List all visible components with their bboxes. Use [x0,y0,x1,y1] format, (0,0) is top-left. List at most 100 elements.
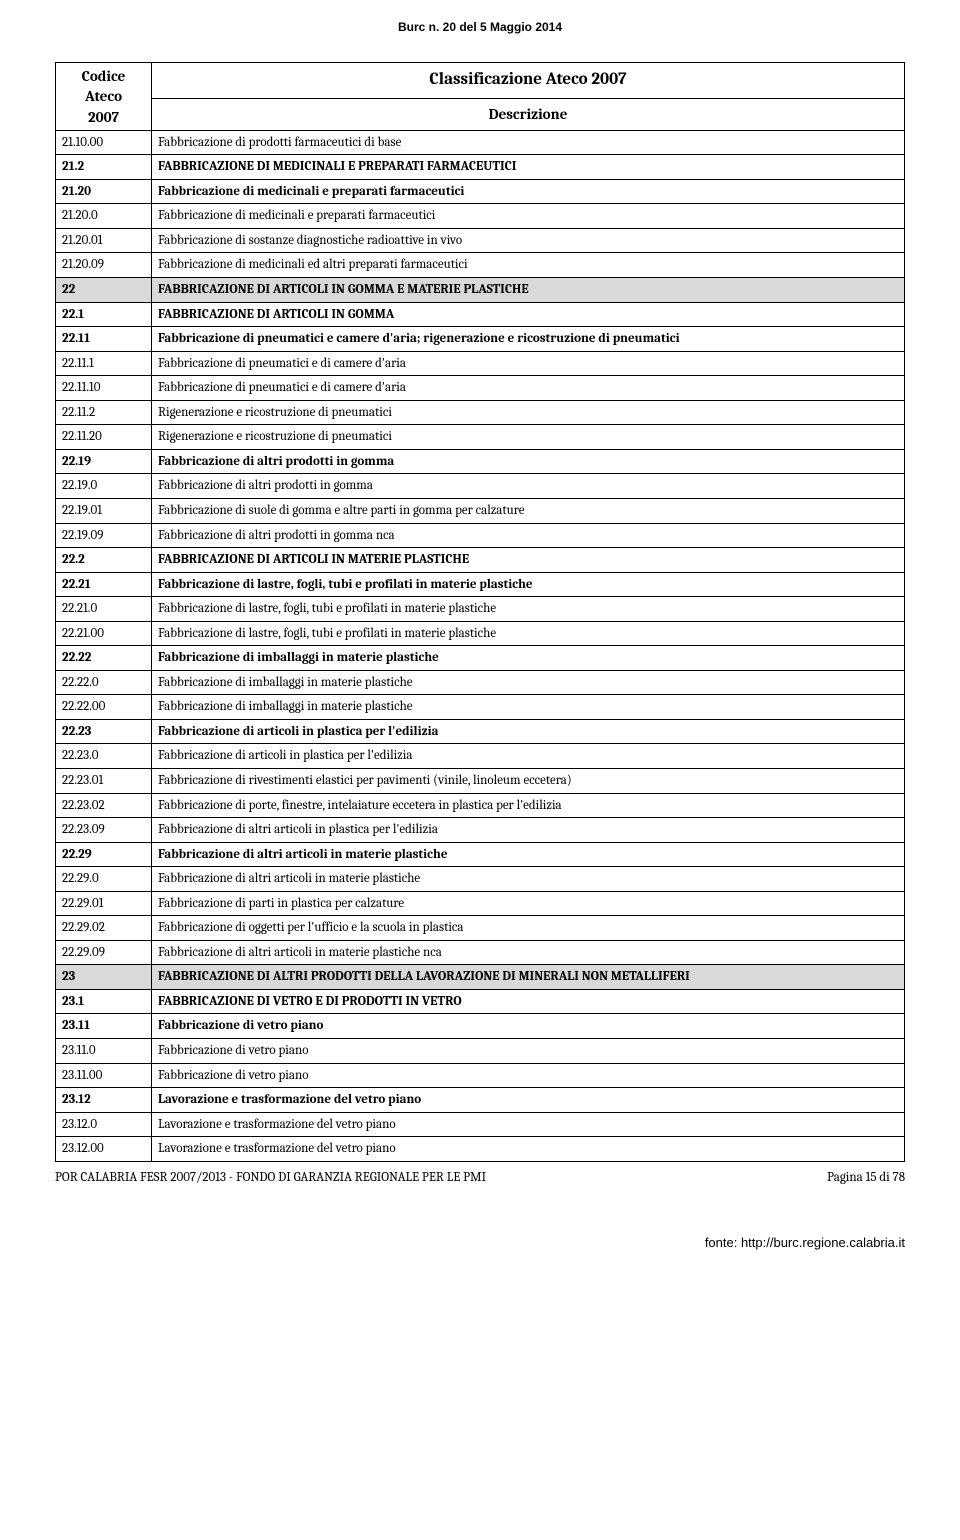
desc-cell: Fabbricazione di parti in plastica per c… [152,891,905,916]
table-row: 22.11Fabbricazione di pneumatici e camer… [56,327,905,352]
code-cell: 23.11.00 [56,1063,152,1088]
table-row: 23.1FABBRICAZIONE DI VETRO E DI PRODOTTI… [56,989,905,1014]
code-cell: 23.11 [56,1014,152,1039]
desc-cell: Fabbricazione di pneumatici e di camere … [152,351,905,376]
desc-cell: FABBRICAZIONE DI MEDICINALI E PREPARATI … [152,155,905,180]
desc-cell: Lavorazione e trasformazione del vetro p… [152,1088,905,1113]
desc-cell: Fabbricazione di sostanze diagnostiche r… [152,228,905,253]
title-row: Codice Ateco 2007 Classificazione Ateco … [56,63,905,99]
code-cell: 22.11.1 [56,351,152,376]
table-row: 22.29.02Fabbricazione di oggetti per l'u… [56,916,905,941]
desc-cell: Fabbricazione di prodotti farmaceutici d… [152,130,905,155]
code-cell: 22.22 [56,646,152,671]
table-row: 22.22Fabbricazione di imballaggi in mate… [56,646,905,671]
table-row: 22.1FABBRICAZIONE DI ARTICOLI IN GOMMA [56,302,905,327]
desc-cell: Fabbricazione di imballaggi in materie p… [152,695,905,720]
table-row: 22.23.01Fabbricazione di rivestimenti el… [56,768,905,793]
table-row: 22.29Fabbricazione di altri articoli in … [56,842,905,867]
code-cell: 22.19 [56,449,152,474]
table-row: 22.22.0Fabbricazione di imballaggi in ma… [56,670,905,695]
source-line: fonte: http://burc.regione.calabria.it [55,1235,905,1250]
code-cell: 21.20.0 [56,204,152,229]
table-row: 23.12.00Lavorazione e trasformazione del… [56,1137,905,1162]
table-row: 22.19.0Fabbricazione di altri prodotti i… [56,474,905,499]
desc-cell: Fabbricazione di suole di gomma e altre … [152,498,905,523]
code-cell: 22.21.0 [56,597,152,622]
code-cell: 21.2 [56,155,152,180]
desc-cell: Fabbricazione di pneumatici e camere d'a… [152,327,905,352]
code-cell: 22.29 [56,842,152,867]
code-cell: 22.23.09 [56,818,152,843]
table-row: 23FABBRICAZIONE DI ALTRI PRODOTTI DELLA … [56,965,905,990]
table-row: 22.23.02Fabbricazione di porte, finestre… [56,793,905,818]
code-cell: 22.29.09 [56,940,152,965]
table-row: 22.23.09Fabbricazione di altri articoli … [56,818,905,843]
desc-cell: Fabbricazione di medicinali ed altri pre… [152,253,905,278]
desc-cell: Fabbricazione di lastre, fogli, tubi e p… [152,597,905,622]
code-cell: 21.20.01 [56,228,152,253]
code-cell: 22.11.2 [56,400,152,425]
code-header-l2: Ateco [85,87,122,105]
table-row: 22.19.01Fabbricazione di suole di gomma … [56,498,905,523]
code-cell: 22.22.0 [56,670,152,695]
table-row: 22.2FABBRICAZIONE DI ARTICOLI IN MATERIE… [56,548,905,573]
desc-cell: Fabbricazione di altri prodotti in gomma… [152,523,905,548]
footer-left: POR CALABRIA FESR 2007/2013 - FONDO DI G… [55,1170,486,1185]
table-row: 23.12Lavorazione e trasformazione del ve… [56,1088,905,1113]
desc-cell: Fabbricazione di articoli in plastica pe… [152,744,905,769]
table-row: 22.11.20Rigenerazione e ricostruzione di… [56,425,905,450]
code-cell: 23.12 [56,1088,152,1113]
code-cell: 22.22.00 [56,695,152,720]
table-row: 22.22.00Fabbricazione di imballaggi in m… [56,695,905,720]
desc-cell: FABBRICAZIONE DI VETRO E DI PRODOTTI IN … [152,989,905,1014]
desc-cell: FABBRICAZIONE DI ARTICOLI IN MATERIE PLA… [152,548,905,573]
subtitle-row: Descrizione [56,99,905,131]
desc-cell: Fabbricazione di altri articoli in mater… [152,842,905,867]
table-row: 22.21.0Fabbricazione di lastre, fogli, t… [56,597,905,622]
desc-cell: Fabbricazione di altri articoli in plast… [152,818,905,843]
code-cell: 22.19.09 [56,523,152,548]
code-cell: 22.19.01 [56,498,152,523]
table-row: 21.2FABBRICAZIONE DI MEDICINALI E PREPAR… [56,155,905,180]
desc-cell: Fabbricazione di medicinali e preparati … [152,204,905,229]
code-cell: 22.19.0 [56,474,152,499]
desc-cell: Rigenerazione e ricostruzione di pneumat… [152,400,905,425]
table-row: 22.19.09Fabbricazione di altri prodotti … [56,523,905,548]
page-header: Burc n. 20 del 5 Maggio 2014 [55,20,905,34]
code-cell: 22.23.0 [56,744,152,769]
desc-cell: Fabbricazione di medicinali e preparati … [152,179,905,204]
code-header-l3: 2007 [88,108,119,126]
table-title: Classificazione Ateco 2007 [152,63,905,99]
code-cell: 22 [56,278,152,303]
table-row: 22.21Fabbricazione di lastre, fogli, tub… [56,572,905,597]
code-header: Codice Ateco 2007 [56,63,152,131]
code-cell: 23.12.0 [56,1112,152,1137]
desc-cell: Fabbricazione di vetro piano [152,1014,905,1039]
table-row: 22.11.1Fabbricazione di pneumatici e di … [56,351,905,376]
code-cell: 22.23.01 [56,768,152,793]
code-cell: 23.12.00 [56,1137,152,1162]
table-row: 23.11.0Fabbricazione di vetro piano [56,1038,905,1063]
code-cell: 23.1 [56,989,152,1014]
code-cell: 23.11.0 [56,1038,152,1063]
code-header-l1: Codice [82,67,126,85]
code-cell: 21.20 [56,179,152,204]
table-row: 22.23.0Fabbricazione di articoli in plas… [56,744,905,769]
desc-cell: Fabbricazione di lastre, fogli, tubi e p… [152,621,905,646]
desc-cell: Fabbricazione di pneumatici e di camere … [152,376,905,401]
table-row: 22.11.10Fabbricazione di pneumatici e di… [56,376,905,401]
desc-cell: Fabbricazione di altri articoli in mater… [152,940,905,965]
desc-cell: Fabbricazione di imballaggi in materie p… [152,646,905,671]
ateco-table: Codice Ateco 2007 Classificazione Ateco … [55,62,905,1162]
table-row: 22.29.01Fabbricazione di parti in plasti… [56,891,905,916]
desc-cell: FABBRICAZIONE DI ARTICOLI IN GOMMA [152,302,905,327]
desc-cell: Lavorazione e trasformazione del vetro p… [152,1112,905,1137]
table-row: 22.29.09Fabbricazione di altri articoli … [56,940,905,965]
code-cell: 22.21.00 [56,621,152,646]
desc-cell: Fabbricazione di vetro piano [152,1063,905,1088]
desc-cell: Fabbricazione di imballaggi in materie p… [152,670,905,695]
desc-cell: Fabbricazione di altri prodotti in gomma [152,449,905,474]
table-row: 22.21.00Fabbricazione di lastre, fogli, … [56,621,905,646]
desc-cell: Lavorazione e trasformazione del vetro p… [152,1137,905,1162]
desc-cell: Fabbricazione di lastre, fogli, tubi e p… [152,572,905,597]
